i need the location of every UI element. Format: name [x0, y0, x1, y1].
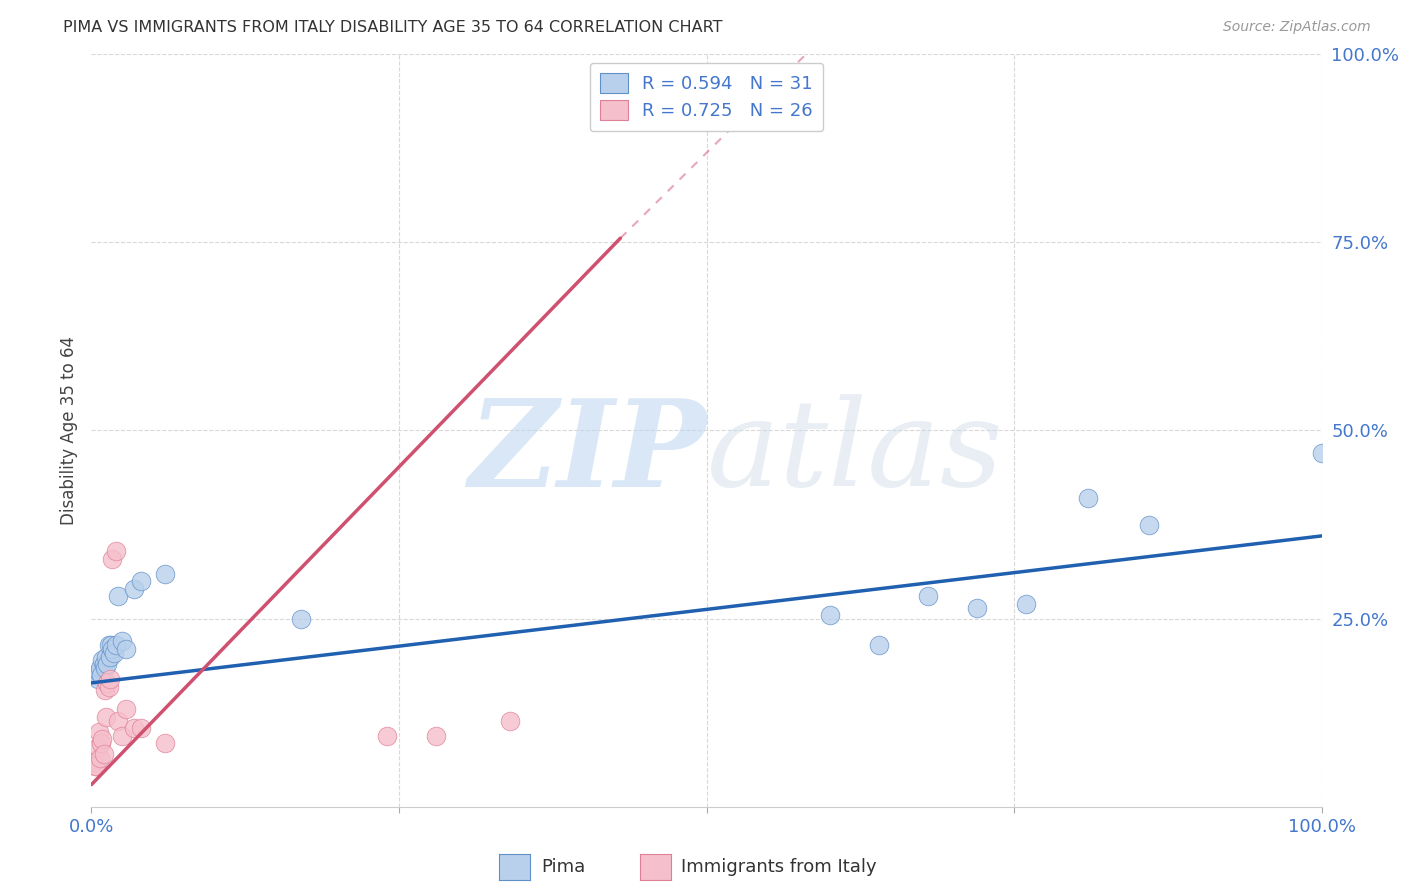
- Point: [105, 544, 127, 558]
- Point: [84, 759, 107, 773]
- Point: [91, 732, 114, 747]
- Point: [96, 657, 118, 671]
- Point: [114, 642, 138, 657]
- Point: [86, 759, 108, 773]
- Point: [91, 653, 114, 667]
- Text: atlas: atlas: [706, 394, 1004, 512]
- Point: [101, 642, 124, 657]
- Point: [966, 600, 988, 615]
- Legend: R = 0.594   N = 31, R = 0.725   N = 26: R = 0.594 N = 31, R = 0.725 N = 26: [589, 62, 824, 131]
- Point: [97, 638, 120, 652]
- Point: [498, 714, 520, 728]
- Point: [84, 668, 107, 682]
- Point: [1139, 517, 1161, 532]
- Point: [290, 612, 312, 626]
- Point: [818, 608, 841, 623]
- Point: [94, 683, 117, 698]
- Point: [1310, 446, 1333, 460]
- Point: [96, 676, 118, 690]
- Point: [96, 649, 117, 664]
- Text: PIMA VS IMMIGRANTS FROM ITALY DISABILITY AGE 35 TO 64 CORRELATION CHART: PIMA VS IMMIGRANTS FROM ITALY DISABILITY…: [63, 20, 723, 35]
- Point: [1015, 597, 1038, 611]
- Point: [917, 589, 939, 603]
- Point: [83, 755, 105, 769]
- Point: [87, 724, 110, 739]
- Text: Source: ZipAtlas.com: Source: ZipAtlas.com: [1223, 20, 1371, 34]
- Point: [98, 672, 121, 686]
- Point: [87, 665, 110, 679]
- Text: ZIP: ZIP: [468, 393, 706, 512]
- Point: [89, 751, 111, 765]
- Point: [868, 638, 890, 652]
- Point: [90, 668, 112, 682]
- Point: [107, 714, 129, 728]
- Point: [93, 657, 115, 671]
- Point: [105, 638, 127, 652]
- Point: [107, 589, 129, 603]
- Point: [124, 582, 146, 596]
- Point: [153, 736, 177, 750]
- Point: [86, 739, 108, 754]
- Point: [101, 551, 124, 566]
- Point: [129, 574, 152, 589]
- Point: [114, 702, 138, 716]
- Point: [1077, 491, 1099, 506]
- Point: [124, 721, 146, 735]
- Point: [97, 680, 120, 694]
- Point: [96, 710, 117, 724]
- Point: [129, 721, 152, 735]
- Point: [425, 729, 447, 743]
- Text: Immigrants from Italy: Immigrants from Italy: [681, 858, 876, 876]
- Point: [98, 649, 121, 664]
- Y-axis label: Disability Age 35 to 64: Disability Age 35 to 64: [59, 336, 77, 524]
- Text: Pima: Pima: [541, 858, 585, 876]
- Point: [86, 672, 108, 686]
- Point: [90, 736, 112, 750]
- Point: [111, 634, 134, 648]
- Point: [82, 755, 104, 769]
- Point: [103, 646, 125, 660]
- Point: [100, 638, 122, 652]
- Point: [375, 729, 398, 743]
- Point: [94, 661, 117, 675]
- Point: [93, 747, 115, 762]
- Point: [153, 566, 177, 581]
- Point: [111, 729, 134, 743]
- Point: [89, 661, 111, 675]
